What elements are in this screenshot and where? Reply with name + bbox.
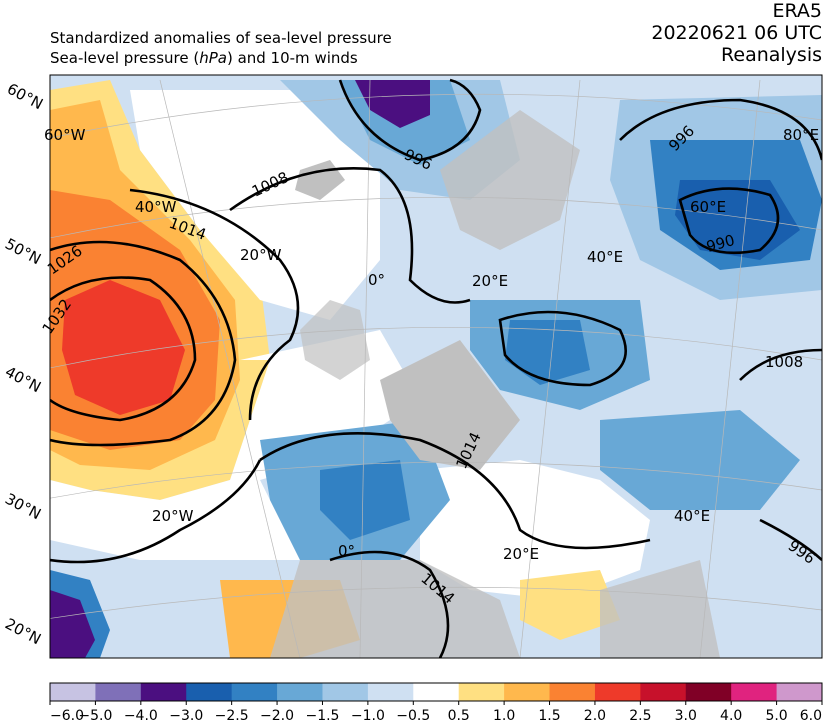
colorbar-swatch: [685, 683, 732, 701]
isobar-990: [678, 187, 780, 255]
neutral-north-atlantic: [130, 90, 380, 320]
subtitle-post: ) and 10-m winds: [226, 49, 358, 67]
colorbar-tick-label: −2.0: [260, 708, 294, 724]
colorbar-swatch: [367, 683, 414, 701]
isobar-996-southeast: [759, 518, 822, 561]
neutral-subtropical: [50, 480, 300, 560]
isobar-996-north: [338, 78, 482, 162]
colorbar-tick-label: 1.0: [493, 708, 515, 724]
isobar-1008-east: [739, 348, 822, 381]
map-field: [50, 75, 822, 658]
isobar-1008: [229, 167, 471, 304]
colorbar-tick-label: −1.5: [305, 708, 339, 724]
colorbar-swatch: [231, 683, 278, 701]
colorbar-tick-label: −3.0: [169, 708, 203, 724]
lat-label-60n: 60°N: [4, 80, 46, 114]
lon-label-40w: 40°W: [135, 198, 177, 216]
colorbar-tick-label: 4.0: [720, 708, 742, 724]
lon-label-60w: 60°W: [44, 126, 86, 144]
colorbar-swatch: [277, 683, 323, 701]
lat-label-30n: 30°N: [2, 490, 44, 524]
lon-label-0-north: 0°: [368, 271, 385, 289]
lon-label-20e-south: 20°E: [503, 545, 539, 563]
product-label: Reanalysis: [721, 44, 822, 66]
lat-label-40n: 40°N: [2, 363, 44, 397]
negative-anomaly-central-core: [505, 320, 590, 385]
colorbar-tick-label: 1.5: [538, 708, 560, 724]
colorbar-frame: [49, 682, 823, 702]
colorbar-swatch: [140, 683, 187, 701]
colorbar-tick-label: −6.0: [50, 708, 84, 724]
isobar-1032: [50, 276, 197, 422]
lat-label-20n: 20°N: [2, 615, 44, 649]
isobars: [50, 78, 822, 658]
negative-anomaly-iberia-core: [320, 460, 410, 540]
western-europe: [380, 340, 520, 470]
positive-anomaly-libya: [520, 570, 620, 640]
isobar-1026: [50, 240, 237, 447]
colorbar-swatch: [640, 683, 687, 701]
colorbar-tick-label: −2.5: [215, 708, 249, 724]
colorbar-swatch: [95, 683, 142, 701]
scandinavia: [440, 110, 580, 250]
neutral-mediterranean: [420, 460, 650, 600]
map-frame: [49, 74, 823, 659]
lon-label-60e: 60°E: [690, 198, 726, 216]
subtitle-unit: hPa: [199, 49, 227, 67]
colorbar-tick-label: 6.0: [800, 708, 822, 724]
colorbar-tick-label: 3.0: [675, 708, 697, 724]
north-africa: [270, 560, 520, 658]
colorbar-tick-label: −1.0: [351, 708, 385, 724]
colorbar-tick-label: 0.5: [448, 708, 470, 724]
isobar-996-east: [619, 98, 822, 161]
subtitle-pre: Sea-level pressure (: [50, 49, 200, 67]
colorbar-tick-label: −0.5: [396, 708, 430, 724]
lat-label-50n: 50°N: [2, 235, 44, 269]
lon-label-0-south: 0°: [338, 542, 355, 560]
colorbar-swatch: [413, 683, 460, 701]
map-title: Standardized anomalies of sea-level pres…: [50, 29, 392, 47]
isobar-south-atlantic: [50, 459, 262, 564]
colorbar: −6.0−5.0 −4.0 −3.0 −2.5 −2.0 −1.5 −1.0 −0.5 0.5 1…: [49, 682, 823, 724]
lon-label-20w-south: 20°W: [152, 507, 194, 525]
longitude-labels: 60°W 40°W 20°W 0° 20°E 40°E 60°E 80°E 20…: [44, 126, 819, 563]
lon-label-40e-south: 40°E: [674, 507, 710, 525]
colorbar-swatch: [594, 683, 641, 701]
lon-label-20w-north: 20°W: [240, 246, 282, 264]
colorbar-swatch: [186, 683, 233, 701]
colorbar-swatch: [322, 683, 369, 701]
dataset-label: ERA5: [772, 0, 822, 22]
colorbar-swatch: [731, 683, 778, 701]
colorbar-tick-label: 5.0: [765, 708, 787, 724]
map-subtitle: Sea-level pressure (hPa) and 10-m winds: [50, 48, 358, 68]
colorbar-swatch: [504, 683, 551, 701]
colorbar-tick-label: −5.0: [78, 708, 112, 724]
isobar-1014-med: [259, 432, 651, 550]
negative-anomaly-north-core: [355, 80, 430, 128]
isobar-1014: [129, 188, 300, 421]
middle-east: [600, 560, 720, 658]
lon-label-20e-north: 20°E: [472, 272, 508, 290]
colorbar-tick-label: 2.0: [584, 708, 606, 724]
isobar-label-1008-east: 1008: [765, 353, 803, 371]
colorbar-swatch: [50, 683, 96, 701]
colorbar-swatch: [549, 683, 596, 701]
isobar-1014-south: [329, 550, 450, 658]
colorbar-tick-label: 2.5: [629, 708, 651, 724]
negative-anomaly-southwest-core: [50, 590, 95, 658]
lon-label-40e-north: 40°E: [587, 248, 623, 266]
negative-anomaly-turkey: [600, 410, 800, 510]
colorbar-swatch: [776, 683, 823, 701]
datetime-label: 20220621 06 UTC: [651, 22, 822, 44]
isobar-central-low: [498, 310, 627, 387]
graticule: [50, 79, 822, 658]
colorbar-swatch: [458, 683, 505, 701]
positive-anomaly-core: [62, 280, 185, 415]
latitude-labels: 60°N 50°N 40°N 30°N 20°N: [2, 80, 46, 649]
british-isles: [300, 300, 370, 380]
colorbar-tick-label: −4.0: [124, 708, 158, 724]
lon-label-80e: 80°E: [783, 126, 819, 144]
